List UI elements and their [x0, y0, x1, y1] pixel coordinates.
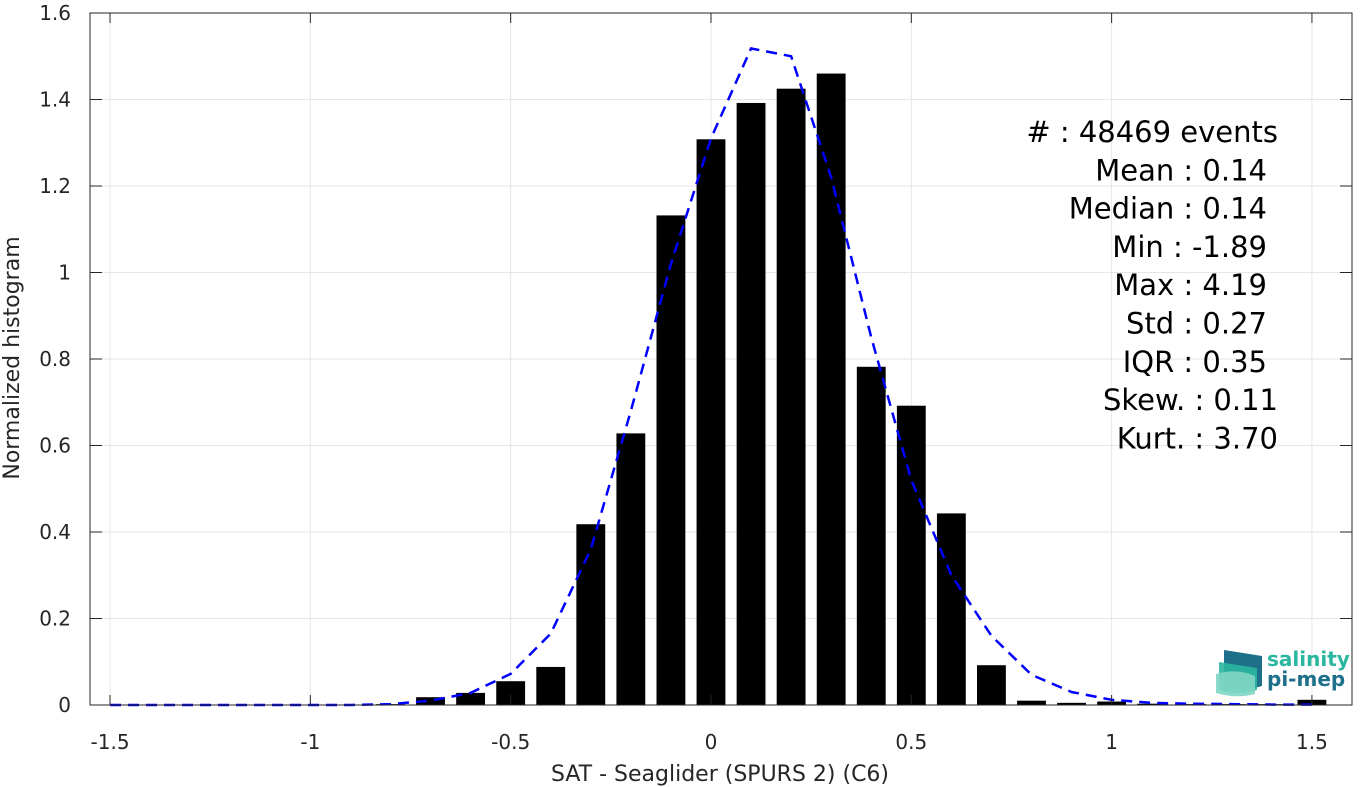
stats-line: IQR : 0.35	[1123, 345, 1267, 379]
stats-line: Std : 0.27	[1126, 307, 1267, 341]
x-tick-label: -1	[300, 730, 320, 754]
histogram-bar	[536, 666, 566, 705]
histogram-bar	[1057, 702, 1086, 705]
histogram-bar	[576, 524, 606, 705]
stats-line: Median : 0.14	[1069, 192, 1267, 226]
y-tick-label: 0.2	[39, 607, 71, 631]
y-axis-ticks: 0 0.2 0.4 0.6 0.8 1 1.2 1.4 1.6	[39, 1, 1352, 717]
stats-line: Max : 4.19	[1114, 268, 1267, 302]
histogram-bar	[696, 139, 726, 706]
y-tick-label: 1.6	[39, 1, 71, 25]
y-tick-label: 1.2	[39, 174, 71, 198]
x-tick-label: 0.5	[895, 730, 927, 754]
histogram-bar	[1017, 700, 1046, 705]
x-tick-label: 1.5	[1296, 730, 1328, 754]
histogram-bar	[856, 366, 886, 705]
stats-line: Mean : 0.14	[1095, 153, 1267, 187]
histogram-bar	[936, 513, 966, 705]
y-tick-label: 0.4	[39, 520, 71, 544]
histogram-bar	[416, 697, 445, 705]
histogram-bar	[496, 681, 526, 705]
y-tick-label: 1	[58, 261, 71, 285]
y-tick-label: 0	[58, 693, 71, 717]
x-tick-label: -1.5	[91, 730, 130, 754]
histogram-bar	[736, 102, 766, 705]
x-axis-ticks: -1.5 -1 -0.5 0 0.5 1 1.5	[91, 13, 1328, 754]
x-tick-label: -0.5	[491, 730, 530, 754]
x-axis-label: SAT - Seaglider (SPURS 2) (C6)	[551, 762, 889, 787]
stats-line: Skew. : 0.11	[1103, 383, 1278, 417]
salinity-pi-mep-logo: salinity pi-mep	[1216, 647, 1350, 697]
x-tick-label: 1	[1105, 730, 1118, 754]
logo-waves-icon	[1216, 650, 1262, 697]
stats-line: Min : -1.89	[1112, 230, 1267, 264]
y-tick-label: 1.4	[39, 88, 71, 112]
stats-line: Kurt. : 3.70	[1117, 421, 1278, 455]
y-axis-label: Normalized histogram	[0, 236, 25, 479]
histogram-bar	[816, 73, 846, 706]
logo-text-pi-mep: pi-mep	[1267, 667, 1345, 691]
histogram-bar	[896, 405, 926, 705]
y-tick-label: 0.6	[39, 434, 71, 458]
histogram-bar	[977, 665, 1006, 705]
x-tick-label: 0	[705, 730, 718, 754]
histogram-bar	[456, 692, 486, 705]
histogram-bar	[1137, 703, 1167, 705]
stats-annotation: # : 48469 events Mean : 0.14 Median : 0.14…	[1026, 115, 1278, 455]
stats-line: # : 48469 events	[1026, 115, 1278, 149]
histogram-bar	[776, 88, 806, 705]
y-tick-label: 0.8	[39, 347, 71, 371]
histogram-bar	[616, 433, 646, 705]
histogram-bar	[656, 215, 686, 705]
logo-text-salinity: salinity	[1267, 647, 1350, 671]
histogram-bars	[376, 73, 1327, 706]
